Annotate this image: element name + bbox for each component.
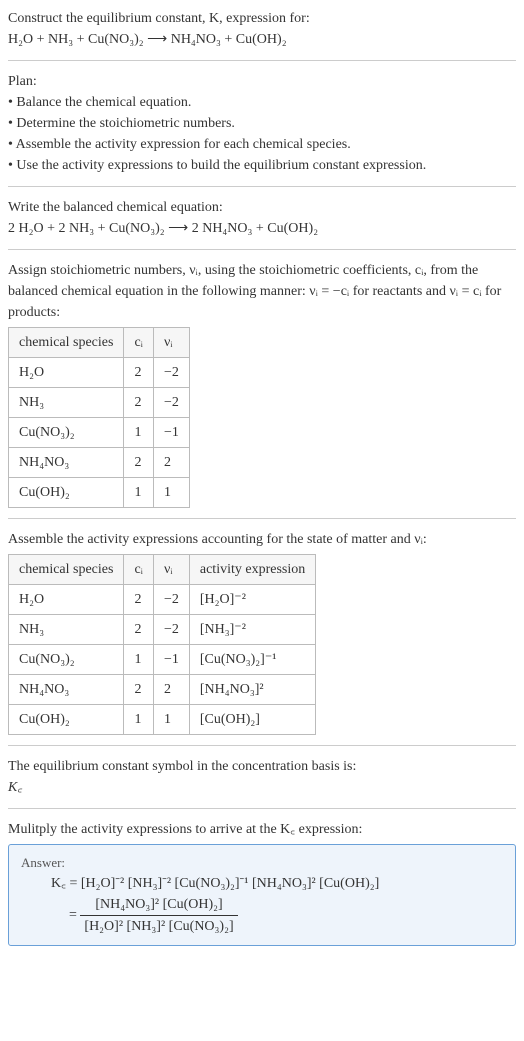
cell: 2 — [124, 675, 154, 705]
plan-bullet: • Assemble the activity expression for e… — [8, 134, 516, 155]
cell: [Cu(OH)₂] — [189, 705, 315, 735]
cell: 1 — [124, 645, 154, 675]
col-nui: νᵢ — [153, 555, 189, 585]
cell: NH₄NO₃ — [9, 675, 124, 705]
table-header-row: chemical species cᵢ νᵢ activity expressi… — [9, 555, 316, 585]
plan-heading: Plan: — [8, 71, 516, 92]
cell: 2 — [124, 358, 154, 388]
kc-symbol: K꜀ — [8, 777, 516, 798]
cell: 1 — [153, 705, 189, 735]
table-row: Cu(OH)₂ 1 1 [Cu(OH)₂] — [9, 705, 316, 735]
cell: −2 — [153, 388, 189, 418]
cell: 1 — [124, 418, 154, 448]
cell: Cu(OH)₂ — [9, 705, 124, 735]
plan-bullet: • Use the activity expressions to build … — [8, 155, 516, 176]
cell: −2 — [153, 358, 189, 388]
kc-symbol-block: The equilibrium constant symbol in the c… — [8, 756, 516, 798]
cell: [H₂O]⁻² — [189, 585, 315, 615]
table-row: H₂O 2 −2 — [9, 358, 190, 388]
separator — [8, 249, 516, 250]
fraction: [NH₄NO₃]² [Cu(OH)₂] [H₂O]² [NH₃]² [Cu(NO… — [80, 894, 237, 937]
table-row: H₂O 2 −2 [H₂O]⁻² — [9, 585, 316, 615]
cell: Cu(OH)₂ — [9, 478, 124, 508]
fraction-numerator: [NH₄NO₃]² [Cu(OH)₂] — [80, 894, 237, 916]
cell: [NH₄NO₃]² — [189, 675, 315, 705]
cell: −1 — [153, 418, 189, 448]
answer-line1: K꜀ = [H₂O]⁻² [NH₃]⁻² [Cu(NO₃)₂]⁻¹ [NH₄NO… — [21, 873, 503, 894]
table-row: NH₃ 2 −2 — [9, 388, 190, 418]
multiply-line: Mulitply the activity expressions to arr… — [8, 819, 516, 840]
table-row: NH₄NO₃ 2 2 [NH₄NO₃]² — [9, 675, 316, 705]
activity-table: chemical species cᵢ νᵢ activity expressi… — [8, 554, 316, 735]
cell: 2 — [124, 585, 154, 615]
cell: 2 — [124, 388, 154, 418]
cell: 2 — [124, 448, 154, 478]
table-row: Cu(OH)₂ 1 1 — [9, 478, 190, 508]
cell: H₂O — [9, 585, 124, 615]
cell: NH₃ — [9, 388, 124, 418]
balanced-equation: 2 H₂O + 2 NH₃ + Cu(NO₃)₂ ⟶ 2 NH₄NO₃ + Cu… — [8, 218, 516, 239]
answer-label: Answer: — [21, 853, 503, 873]
cell: 1 — [124, 705, 154, 735]
col-species: chemical species — [9, 328, 124, 358]
table-header-row: chemical species cᵢ νᵢ — [9, 328, 190, 358]
balanced-block: Write the balanced chemical equation: 2 … — [8, 197, 516, 239]
col-species: chemical species — [9, 555, 124, 585]
answer-fraction: = [NH₄NO₃]² [Cu(OH)₂] [H₂O]² [NH₃]² [Cu(… — [21, 894, 503, 937]
cell: [Cu(NO₃)₂]⁻¹ — [189, 645, 315, 675]
kc-symbol-line: The equilibrium constant symbol in the c… — [8, 756, 516, 777]
cell: −2 — [153, 615, 189, 645]
table-row: NH₃ 2 −2 [NH₃]⁻² — [9, 615, 316, 645]
table-row: Cu(NO₃)₂ 1 −1 — [9, 418, 190, 448]
table-row: NH₄NO₃ 2 2 — [9, 448, 190, 478]
intro-equation: H₂O + NH₃ + Cu(NO₃)₂ ⟶ NH₄NO₃ + Cu(OH)₂ — [8, 29, 516, 50]
plan-bullet: • Balance the chemical equation. — [8, 92, 516, 113]
separator — [8, 60, 516, 61]
cell: 1 — [153, 478, 189, 508]
cell: 2 — [124, 615, 154, 645]
cell: 2 — [153, 448, 189, 478]
separator — [8, 518, 516, 519]
cell: Cu(NO₃)₂ — [9, 645, 124, 675]
col-nui: νᵢ — [153, 328, 189, 358]
separator — [8, 808, 516, 809]
col-activity: activity expression — [189, 555, 315, 585]
answer-eq-prefix: = — [69, 907, 80, 922]
activity-intro: Assemble the activity expressions accoun… — [8, 529, 516, 550]
cell: [NH₃]⁻² — [189, 615, 315, 645]
cell: −2 — [153, 585, 189, 615]
cell: NH₄NO₃ — [9, 448, 124, 478]
balanced-heading: Write the balanced chemical equation: — [8, 197, 516, 218]
cell: −1 — [153, 645, 189, 675]
fraction-denominator: [H₂O]² [NH₃]² [Cu(NO₃)₂] — [80, 916, 237, 937]
cell: H₂O — [9, 358, 124, 388]
cell: 1 — [124, 478, 154, 508]
stoich-intro: Assign stoichiometric numbers, νᵢ, using… — [8, 260, 516, 323]
cell: Cu(NO₃)₂ — [9, 418, 124, 448]
answer-box: Answer: K꜀ = [H₂O]⁻² [NH₃]⁻² [Cu(NO₃)₂]⁻… — [8, 844, 516, 946]
stoich-table: chemical species cᵢ νᵢ H₂O 2 −2 NH₃ 2 −2… — [8, 327, 190, 508]
intro-line: Construct the equilibrium constant, K, e… — [8, 8, 516, 29]
col-ci: cᵢ — [124, 328, 154, 358]
table-row: Cu(NO₃)₂ 1 −1 [Cu(NO₃)₂]⁻¹ — [9, 645, 316, 675]
col-ci: cᵢ — [124, 555, 154, 585]
intro-block: Construct the equilibrium constant, K, e… — [8, 8, 516, 50]
cell: NH₃ — [9, 615, 124, 645]
separator — [8, 186, 516, 187]
separator — [8, 745, 516, 746]
plan-bullet: • Determine the stoichiometric numbers. — [8, 113, 516, 134]
cell: 2 — [153, 675, 189, 705]
plan-block: Plan: • Balance the chemical equation. •… — [8, 71, 516, 176]
